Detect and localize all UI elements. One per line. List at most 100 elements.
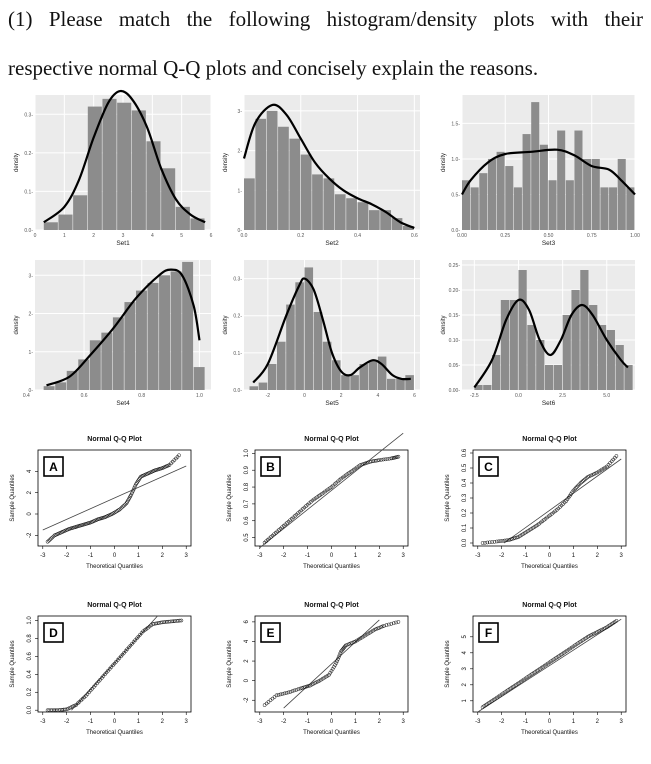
x-tick-label: 0.0 [241, 233, 248, 239]
histogram-bar [278, 127, 289, 230]
y-tick-label: 0.8 [244, 482, 250, 491]
histogram-bar [618, 159, 626, 230]
y-tick-label: 0.2 [462, 508, 468, 517]
x-tick-label: 0.4 [23, 393, 30, 399]
histogram-bar [350, 375, 359, 390]
y-tick-label: 0.0 [27, 705, 33, 714]
x-tick-label: 0.6 [411, 233, 418, 239]
histogram-bar [531, 102, 539, 230]
x-tick-label: -2 [64, 719, 70, 725]
chart-set3: 0.0- 0.5- 1.0- 1.5- 0.00 0.25 0.50 0.75 1.00 Set3… [441, 95, 640, 247]
chart-qq-d: Normal Q-Q Plot-3 -2 -1 0 1 2 30.00.20.40.60.8… [10, 602, 191, 736]
x-tick-label: 3 [185, 553, 189, 559]
chart-set6: 0.00- 0.05- 0.10- 0.15- 0.20- 0.25- -2.5 0.0 2.5… [441, 260, 635, 407]
x-tick-label: 6 [413, 393, 416, 399]
panel-label: A [49, 460, 58, 474]
histogram-bar [396, 379, 405, 390]
y-tick-label: 2- [238, 149, 243, 155]
histogram-bar [44, 386, 55, 390]
y-tick-label: 1.0- [451, 157, 460, 163]
chart-set1: 0.0-0.1-0.2-0.3-0 1 2 3 4 5 6Set1density [14, 91, 213, 247]
x-tick-label: 0 [303, 393, 306, 399]
y-tick-label: 0.1 [462, 523, 468, 532]
histogram-bar [124, 302, 135, 390]
histogram-bar [159, 275, 170, 390]
x-tick-label: -1 [523, 719, 529, 725]
y-tick-label: -2 [27, 532, 33, 538]
x-tick-label: 2 [378, 719, 382, 725]
x-tick-label: 1.0 [196, 393, 203, 399]
x-tick-label: 0 [34, 233, 37, 239]
x-tick-label: 1 [354, 553, 358, 559]
histogram-bar [73, 195, 87, 230]
y-tick-label: 0 [244, 678, 250, 682]
y-axis-label: Sample Quantiles [10, 474, 16, 521]
histogram-bar [259, 383, 268, 390]
x-tick-label: -3 [40, 719, 46, 725]
histogram-bar [277, 342, 286, 390]
histogram-bar [505, 166, 513, 230]
histogram-bar [132, 110, 146, 230]
y-tick-label: 0.7 [244, 499, 250, 508]
histogram-bar [146, 141, 160, 230]
x-tick-label: -3 [40, 553, 46, 559]
x-tick-label: -3 [475, 553, 481, 559]
x-tick-label: 0.6 [81, 393, 88, 399]
histogram-bar [346, 198, 357, 230]
x-tick-label: 3 [185, 719, 189, 725]
x-axis-label: Theoretical Quantiles [303, 564, 360, 570]
y-tick-label: 6 [244, 620, 250, 624]
qq-title: Normal Q-Q Plot [522, 436, 577, 443]
y-tick-label: 0.4 [462, 478, 468, 487]
x-tick-label: -3 [257, 719, 263, 725]
histogram-bar [295, 282, 304, 390]
x-tick-label: 6 [210, 233, 213, 239]
y-tick-label: 0.2 [27, 687, 33, 696]
y-tick-label: 3 [462, 666, 468, 670]
x-tick-label: -1 [523, 553, 529, 559]
histogram-bar [609, 187, 617, 230]
x-tick-label: 0.50 [544, 233, 554, 239]
x-tick-label: 0 [113, 553, 117, 559]
y-axis-label: density [441, 315, 447, 334]
histogram-bar [255, 119, 266, 230]
x-tick-label: 3 [122, 233, 125, 239]
x-tick-label: -2 [266, 393, 271, 399]
x-tick-label: 1 [63, 233, 66, 239]
x-tick-label: 2.5 [559, 393, 566, 399]
y-tick-label: 5 [462, 634, 468, 638]
histogram-bar [244, 178, 255, 230]
x-tick-label: 4 [151, 233, 154, 239]
histogram-bar [387, 379, 396, 390]
y-tick-label: 4 [244, 639, 250, 643]
x-tick-label: -1 [305, 719, 311, 725]
y-tick-label: 0.1- [24, 189, 33, 195]
histogram-bar [268, 364, 277, 390]
histogram-bar [405, 375, 414, 390]
histogram-bar [571, 290, 579, 390]
histogram-bar [483, 385, 491, 390]
histogram-bar [335, 194, 346, 230]
histogram-bar [289, 139, 300, 230]
y-tick-label: 0.9 [244, 465, 250, 474]
panel-label: E [266, 626, 274, 640]
x-tick-label: 1 [137, 553, 141, 559]
y-tick-label: 0.00- [449, 388, 461, 394]
chart-qq-b: Normal Q-Q Plot -3 -2 -1 0 1 2 3 0.5 0.6 0.7 0.8 0.9… [227, 433, 408, 570]
histogram-bar [592, 159, 600, 230]
y-axis-label: Sample Quantiles [227, 474, 233, 521]
histogram-bar [194, 367, 205, 390]
y-tick-label: 0.10- [449, 338, 461, 344]
x-tick-label: -1 [305, 553, 311, 559]
histogram-bar [523, 134, 531, 230]
x-tick-label: 3 [620, 719, 624, 725]
y-axis-label: density [223, 315, 229, 334]
histogram-bar [549, 180, 557, 230]
histogram-bar [161, 168, 175, 230]
histogram-bar [90, 340, 101, 390]
panel-label: B [266, 460, 275, 474]
histogram-bar [176, 207, 190, 230]
x-tick-label: 1 [572, 553, 576, 559]
x-tick-label: 2 [161, 719, 165, 725]
histogram-bar [136, 291, 147, 390]
